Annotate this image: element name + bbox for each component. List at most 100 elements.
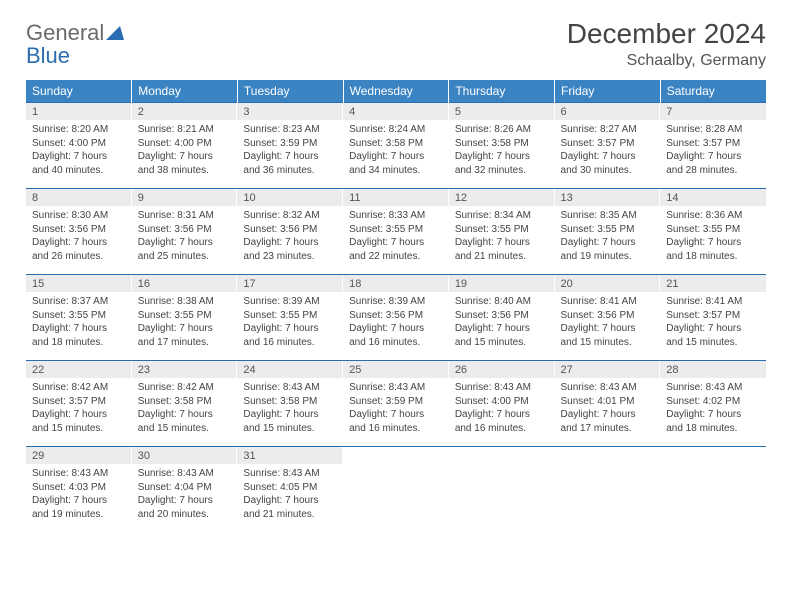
day-number: 28 bbox=[660, 361, 766, 378]
day-number: 30 bbox=[132, 447, 238, 464]
sunset-text: Sunset: 3:56 PM bbox=[32, 223, 126, 237]
daylight-text-1: Daylight: 7 hours bbox=[243, 322, 337, 336]
calendar-cell: 27Sunrise: 8:43 AMSunset: 4:01 PMDayligh… bbox=[555, 361, 661, 447]
day-details: Sunrise: 8:43 AMSunset: 4:04 PMDaylight:… bbox=[132, 464, 238, 525]
calendar-cell: 17Sunrise: 8:39 AMSunset: 3:55 PMDayligh… bbox=[237, 275, 343, 361]
calendar-table: Sunday Monday Tuesday Wednesday Thursday… bbox=[26, 80, 766, 533]
calendar-row: 22Sunrise: 8:42 AMSunset: 3:57 PMDayligh… bbox=[26, 361, 766, 447]
daylight-text-1: Daylight: 7 hours bbox=[455, 150, 549, 164]
calendar-cell: 26Sunrise: 8:43 AMSunset: 4:00 PMDayligh… bbox=[449, 361, 555, 447]
day-details: Sunrise: 8:43 AMSunset: 4:00 PMDaylight:… bbox=[449, 378, 555, 439]
calendar-cell: 5 Sunrise: 8:26 AMSunset: 3:58 PMDaylight… bbox=[449, 103, 555, 189]
sunrise-text: Sunrise: 8:43 AM bbox=[243, 467, 337, 481]
calendar-cell: 3Sunrise: 8:23 AMSunset: 3:59 PMDaylight… bbox=[237, 103, 343, 189]
calendar-cell: 10Sunrise: 8:32 AMSunset: 3:56 PMDayligh… bbox=[237, 189, 343, 275]
calendar-cell: 16Sunrise: 8:38 AMSunset: 3:55 PMDayligh… bbox=[132, 275, 238, 361]
daylight-text-2: and 36 minutes. bbox=[243, 164, 337, 178]
day-number: 12 bbox=[449, 189, 555, 206]
sunset-text: Sunset: 3:57 PM bbox=[666, 309, 760, 323]
title-block: December 2024 Schaalby, Germany bbox=[567, 18, 766, 70]
daylight-text-1: Daylight: 7 hours bbox=[349, 150, 443, 164]
day-details: Sunrise: 8:43 AMSunset: 4:03 PMDaylight:… bbox=[26, 464, 132, 525]
daylight-text-2: and 22 minutes. bbox=[349, 250, 443, 264]
daylight-text-2: and 25 minutes. bbox=[138, 250, 232, 264]
day-details: Sunrise: 8:42 AMSunset: 3:58 PMDaylight:… bbox=[132, 378, 238, 439]
calendar-cell: 24Sunrise: 8:43 AMSunset: 3:58 PMDayligh… bbox=[237, 361, 343, 447]
day-number: 16 bbox=[132, 275, 238, 292]
sunrise-text: Sunrise: 8:21 AM bbox=[138, 123, 232, 137]
sunrise-text: Sunrise: 8:41 AM bbox=[561, 295, 655, 309]
sunset-text: Sunset: 3:55 PM bbox=[666, 223, 760, 237]
day-details: Sunrise: 8:21 AMSunset: 4:00 PMDaylight:… bbox=[132, 120, 238, 181]
daylight-text-2: and 21 minutes. bbox=[243, 508, 337, 522]
sunrise-text: Sunrise: 8:26 AM bbox=[455, 123, 549, 137]
calendar-cell bbox=[343, 447, 449, 533]
sunrise-text: Sunrise: 8:42 AM bbox=[138, 381, 232, 395]
day-details: Sunrise: 8:34 AMSunset: 3:55 PMDaylight:… bbox=[449, 206, 555, 267]
day-number: 1 bbox=[26, 103, 132, 120]
sunset-text: Sunset: 3:56 PM bbox=[243, 223, 337, 237]
day-details: Sunrise: 8:23 AMSunset: 3:59 PMDaylight:… bbox=[237, 120, 343, 181]
sunset-text: Sunset: 4:03 PM bbox=[32, 481, 126, 495]
day-number: 23 bbox=[132, 361, 238, 378]
daylight-text-2: and 32 minutes. bbox=[455, 164, 549, 178]
day-details: Sunrise: 8:41 AMSunset: 3:56 PMDaylight:… bbox=[555, 292, 661, 353]
daylight-text-1: Daylight: 7 hours bbox=[32, 150, 126, 164]
calendar-cell: 6Sunrise: 8:27 AMSunset: 3:57 PMDaylight… bbox=[555, 103, 661, 189]
day-number: 4 bbox=[343, 103, 449, 120]
sunset-text: Sunset: 3:56 PM bbox=[455, 309, 549, 323]
sunrise-text: Sunrise: 8:43 AM bbox=[32, 467, 126, 481]
day-details: Sunrise: 8:32 AMSunset: 3:56 PMDaylight:… bbox=[237, 206, 343, 267]
daylight-text-1: Daylight: 7 hours bbox=[138, 150, 232, 164]
sunrise-text: Sunrise: 8:43 AM bbox=[349, 381, 443, 395]
calendar-cell: 12Sunrise: 8:34 AMSunset: 3:55 PMDayligh… bbox=[449, 189, 555, 275]
day-number: 10 bbox=[237, 189, 343, 206]
sunrise-text: Sunrise: 8:43 AM bbox=[455, 381, 549, 395]
sunset-text: Sunset: 3:59 PM bbox=[349, 395, 443, 409]
sunset-text: Sunset: 3:55 PM bbox=[138, 309, 232, 323]
sunrise-text: Sunrise: 8:43 AM bbox=[666, 381, 760, 395]
logo-triangle-icon bbox=[106, 26, 124, 40]
day-number: 31 bbox=[237, 447, 343, 464]
sunset-text: Sunset: 4:00 PM bbox=[32, 137, 126, 151]
day-number: 25 bbox=[343, 361, 449, 378]
calendar-cell: 23Sunrise: 8:42 AMSunset: 3:58 PMDayligh… bbox=[132, 361, 238, 447]
calendar-cell: 14Sunrise: 8:36 AMSunset: 3:55 PMDayligh… bbox=[660, 189, 766, 275]
daylight-text-1: Daylight: 7 hours bbox=[561, 236, 655, 250]
sunrise-text: Sunrise: 8:31 AM bbox=[138, 209, 232, 223]
day-number: 19 bbox=[449, 275, 555, 292]
sunset-text: Sunset: 3:58 PM bbox=[455, 137, 549, 151]
daylight-text-2: and 19 minutes. bbox=[561, 250, 655, 264]
daylight-text-1: Daylight: 7 hours bbox=[138, 322, 232, 336]
sunrise-text: Sunrise: 8:32 AM bbox=[243, 209, 337, 223]
calendar-cell: 29Sunrise: 8:43 AMSunset: 4:03 PMDayligh… bbox=[26, 447, 132, 533]
sunrise-text: Sunrise: 8:34 AM bbox=[455, 209, 549, 223]
day-number: 11 bbox=[343, 189, 449, 206]
day-number: 5 bbox=[449, 103, 555, 120]
daylight-text-1: Daylight: 7 hours bbox=[666, 236, 760, 250]
day-details: Sunrise: 8:33 AMSunset: 3:55 PMDaylight:… bbox=[343, 206, 449, 267]
calendar-cell: 30Sunrise: 8:43 AMSunset: 4:04 PMDayligh… bbox=[132, 447, 238, 533]
daylight-text-2: and 38 minutes. bbox=[138, 164, 232, 178]
daylight-text-1: Daylight: 7 hours bbox=[243, 494, 337, 508]
logo: General Blue bbox=[26, 18, 124, 68]
daylight-text-1: Daylight: 7 hours bbox=[561, 150, 655, 164]
sunrise-text: Sunrise: 8:39 AM bbox=[243, 295, 337, 309]
day-details: Sunrise: 8:39 AMSunset: 3:56 PMDaylight:… bbox=[343, 292, 449, 353]
sunrise-text: Sunrise: 8:24 AM bbox=[349, 123, 443, 137]
sunset-text: Sunset: 3:57 PM bbox=[666, 137, 760, 151]
day-details: Sunrise: 8:35 AMSunset: 3:55 PMDaylight:… bbox=[555, 206, 661, 267]
day-number: 29 bbox=[26, 447, 132, 464]
sunset-text: Sunset: 3:56 PM bbox=[138, 223, 232, 237]
sunset-text: Sunset: 3:59 PM bbox=[243, 137, 337, 151]
day-number: 15 bbox=[26, 275, 132, 292]
daylight-text-1: Daylight: 7 hours bbox=[138, 408, 232, 422]
day-number: 20 bbox=[555, 275, 661, 292]
day-details: Sunrise: 8:24 AMSunset: 3:58 PMDaylight:… bbox=[343, 120, 449, 181]
calendar-cell: 25Sunrise: 8:43 AMSunset: 3:59 PMDayligh… bbox=[343, 361, 449, 447]
day-number: 17 bbox=[237, 275, 343, 292]
daylight-text-2: and 19 minutes. bbox=[32, 508, 126, 522]
day-number: 18 bbox=[343, 275, 449, 292]
sunset-text: Sunset: 4:00 PM bbox=[455, 395, 549, 409]
sunset-text: Sunset: 3:57 PM bbox=[32, 395, 126, 409]
